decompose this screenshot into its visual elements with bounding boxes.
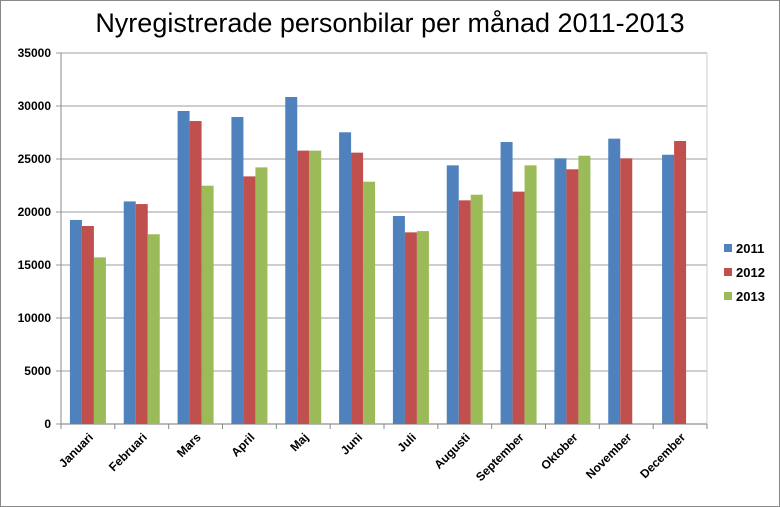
- bar-2011-September: [500, 142, 513, 425]
- x-tick-label: Januari: [56, 430, 96, 470]
- x-tick-label: Juli: [395, 430, 420, 455]
- bar-2011-Mars: [177, 110, 190, 425]
- bar-2013-Januari: [93, 257, 106, 424]
- bar-2012-April: [243, 176, 256, 424]
- x-tick-label: Februari: [106, 430, 150, 474]
- x-tick-label: Augusti: [431, 430, 472, 471]
- bar-2011-Juni: [339, 132, 352, 424]
- x-tick-label: Maj: [287, 430, 311, 454]
- bar-2012-Februari: [135, 204, 148, 424]
- bar-2012-September: [512, 191, 525, 424]
- bar-2011-Augusti: [446, 165, 459, 425]
- bar-2011-Juli: [392, 216, 405, 424]
- bar-2011-November: [608, 138, 621, 424]
- bar-2013-Augusti: [470, 194, 483, 424]
- bar-2012-December: [674, 140, 687, 425]
- chart-title: Nyregistrerade personbilar per månad 201…: [95, 8, 684, 38]
- bar-2011-April: [231, 117, 244, 425]
- x-tick-label: Mars: [174, 430, 204, 460]
- x-tick-label: April: [228, 430, 257, 459]
- bar-2012-Juli: [404, 232, 417, 424]
- bar-2013-Juli: [416, 231, 429, 424]
- y-tick-label: 10000: [18, 311, 52, 325]
- y-tick-label: 15000: [18, 258, 52, 272]
- bar-2011-Maj: [285, 96, 298, 425]
- bar-2013-September: [524, 165, 537, 425]
- bar-2012-Mars: [189, 121, 202, 424]
- x-tick-label: December: [637, 430, 688, 481]
- bar-2012-November: [620, 158, 633, 424]
- bar-2013-Juni: [363, 181, 376, 424]
- x-tick-label: November: [583, 430, 635, 482]
- bar-2012-Juni: [351, 152, 364, 424]
- legend-swatch-2011: [724, 244, 732, 252]
- legend-swatch-2013: [724, 292, 732, 300]
- bar-2011-Januari: [69, 219, 82, 424]
- legend-label-2011: 2011: [736, 241, 764, 256]
- y-tick-label: 20000: [18, 205, 52, 219]
- bar-2013-Maj: [309, 150, 322, 424]
- legend-swatch-2012: [724, 268, 732, 276]
- y-tick-label: 5000: [24, 364, 51, 378]
- bar-2012-Januari: [81, 225, 94, 424]
- bar-2011-December: [662, 154, 675, 424]
- bar-2012-Augusti: [458, 200, 471, 424]
- bar-2012-Maj: [297, 150, 310, 424]
- x-tick-label: September: [473, 430, 527, 484]
- x-tick-label: Oktober: [538, 430, 581, 473]
- y-tick-label: 25000: [18, 152, 52, 166]
- legend-label-2013: 2013: [736, 289, 765, 304]
- bar-2011-Oktober: [554, 158, 567, 424]
- bar-2013-Februari: [147, 234, 160, 424]
- y-tick-label: 30000: [18, 99, 52, 113]
- bar-2013-April: [255, 167, 268, 424]
- y-tick-label: 35000: [18, 46, 52, 60]
- x-tick-label: Juni: [338, 430, 365, 457]
- bar-2013-Oktober: [578, 155, 591, 425]
- legend-label-2012: 2012: [736, 265, 765, 280]
- bar-2012-Oktober: [566, 169, 579, 424]
- bar-2011-Februari: [123, 201, 136, 424]
- bar-2013-Mars: [201, 185, 214, 424]
- y-tick-label: 0: [44, 417, 51, 431]
